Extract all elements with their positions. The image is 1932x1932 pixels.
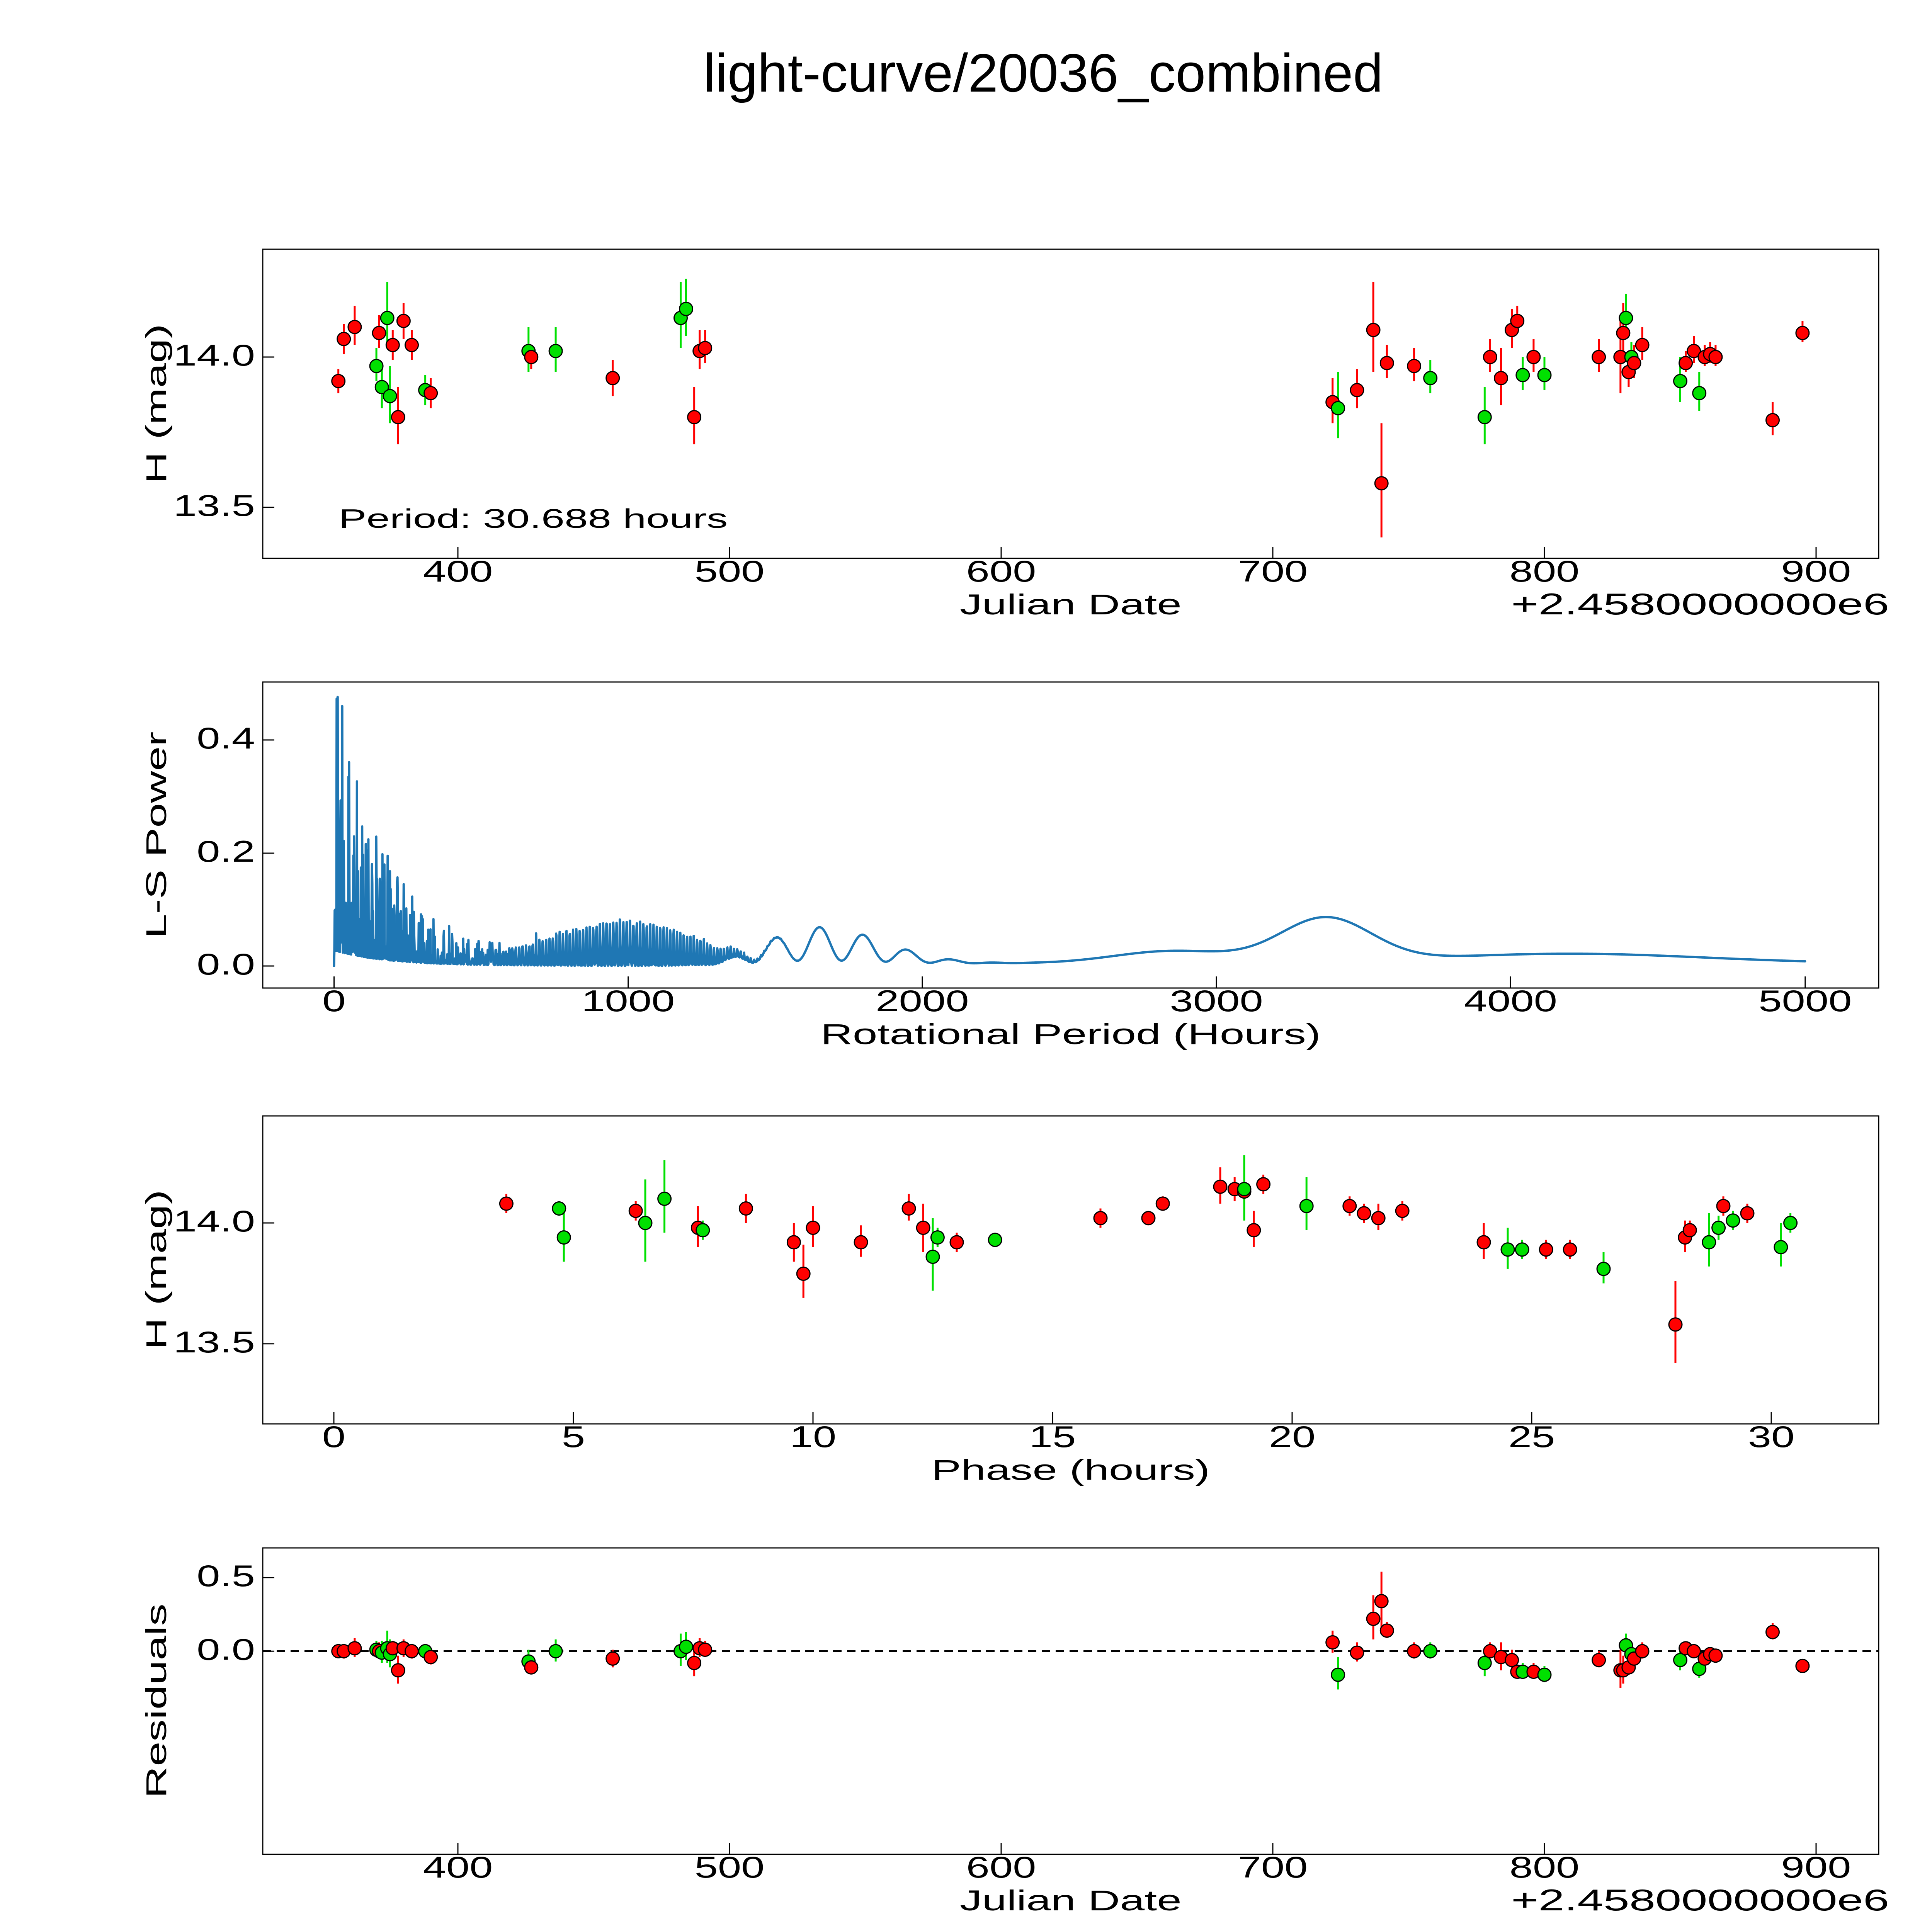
svg-text:L-S Power: L-S Power <box>140 731 172 939</box>
svg-text:700: 700 <box>1238 554 1308 588</box>
svg-text:+2.4580000000e6: +2.4580000000e6 <box>1511 587 1889 621</box>
svg-text:light-curve/20036_combined: light-curve/20036_combined <box>704 43 1383 103</box>
svg-text:900: 900 <box>1781 554 1851 588</box>
svg-text:0.4: 0.4 <box>197 721 255 755</box>
svg-text:500: 500 <box>695 1850 765 1884</box>
svg-text:Julian Date: Julian Date <box>960 588 1182 621</box>
svg-text:800: 800 <box>1510 554 1580 588</box>
svg-text:H (mag): H (mag) <box>140 324 172 484</box>
svg-text:400: 400 <box>423 1850 493 1884</box>
svg-text:30: 30 <box>1748 1420 1795 1454</box>
svg-text:0: 0 <box>322 1420 345 1454</box>
svg-text:0.5: 0.5 <box>197 1559 255 1593</box>
svg-text:0.0: 0.0 <box>197 947 255 981</box>
svg-text:500: 500 <box>695 554 765 588</box>
svg-text:Residuals: Residuals <box>140 1604 172 1798</box>
svg-text:0.0: 0.0 <box>197 1632 255 1666</box>
svg-text:700: 700 <box>1238 1850 1308 1884</box>
svg-text:13.5: 13.5 <box>173 488 255 522</box>
svg-text:600: 600 <box>966 554 1036 588</box>
svg-text:Julian Date: Julian Date <box>960 1884 1182 1917</box>
svg-text:14.0: 14.0 <box>173 1204 255 1238</box>
svg-text:800: 800 <box>1510 1850 1580 1884</box>
svg-text:5000: 5000 <box>1759 984 1852 1018</box>
svg-text:400: 400 <box>423 554 493 588</box>
svg-text:13.5: 13.5 <box>173 1325 255 1359</box>
svg-text:4000: 4000 <box>1464 984 1557 1018</box>
svg-text:Phase (hours): Phase (hours) <box>932 1454 1210 1486</box>
svg-text:14.0: 14.0 <box>173 338 255 372</box>
svg-text:2000: 2000 <box>876 984 969 1018</box>
svg-text:10: 10 <box>790 1420 837 1454</box>
svg-text:15: 15 <box>1029 1420 1076 1454</box>
svg-text:1000: 1000 <box>582 984 675 1018</box>
svg-text:+2.4580000000e6: +2.4580000000e6 <box>1511 1883 1889 1917</box>
svg-text:600: 600 <box>966 1850 1036 1884</box>
svg-text:25: 25 <box>1509 1420 1555 1454</box>
svg-text:3000: 3000 <box>1170 984 1263 1018</box>
svg-text:H (mag): H (mag) <box>140 1190 172 1350</box>
svg-text:Period: 30.688 hours: Period: 30.688 hours <box>338 503 728 534</box>
svg-text:0: 0 <box>322 984 345 1018</box>
svg-text:900: 900 <box>1781 1850 1851 1884</box>
svg-text:Rotational Period (Hours): Rotational Period (Hours) <box>821 1018 1321 1050</box>
svg-text:20: 20 <box>1269 1420 1316 1454</box>
svg-text:5: 5 <box>562 1420 585 1454</box>
svg-text:0.2: 0.2 <box>197 834 255 868</box>
